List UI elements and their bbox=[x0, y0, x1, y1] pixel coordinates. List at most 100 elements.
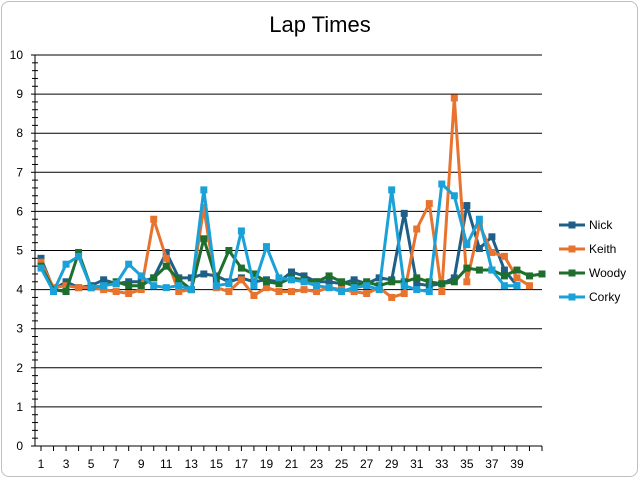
data-point-woody bbox=[275, 280, 283, 288]
y-tick-label: 1 bbox=[16, 400, 23, 414]
data-point-woody bbox=[338, 278, 346, 286]
data-point-corky bbox=[62, 260, 70, 268]
data-point-nick bbox=[413, 280, 421, 288]
data-point-corky bbox=[200, 186, 208, 194]
data-point-keith bbox=[275, 288, 283, 296]
data-point-woody bbox=[538, 270, 546, 278]
x-tick-label: 13 bbox=[185, 457, 199, 471]
data-point-keith bbox=[162, 254, 170, 262]
data-point-keith bbox=[250, 291, 258, 299]
data-point-nick bbox=[100, 276, 108, 284]
data-point-woody bbox=[250, 270, 258, 278]
y-tick-label: 3 bbox=[16, 322, 23, 336]
data-point-corky bbox=[400, 282, 408, 290]
data-point-keith bbox=[300, 286, 308, 294]
data-point-woody bbox=[325, 272, 333, 280]
data-point-corky bbox=[137, 272, 145, 280]
data-point-corky bbox=[413, 286, 421, 294]
legend-swatch-marker bbox=[568, 245, 576, 253]
legend-swatch-marker bbox=[568, 293, 576, 301]
data-point-corky bbox=[212, 282, 220, 290]
data-point-corky bbox=[300, 278, 308, 286]
legend-label: Keith bbox=[589, 242, 616, 256]
data-point-keith bbox=[37, 258, 45, 266]
data-point-woody bbox=[262, 278, 270, 286]
x-tick-label: 39 bbox=[510, 457, 524, 471]
y-tick-label: 5 bbox=[16, 244, 23, 258]
data-point-corky bbox=[438, 180, 446, 188]
x-tick-label: 7 bbox=[113, 457, 120, 471]
data-point-corky bbox=[175, 282, 183, 290]
data-point-nick bbox=[162, 248, 170, 256]
data-point-woody bbox=[313, 278, 321, 286]
data-point-keith bbox=[413, 225, 421, 233]
data-point-keith bbox=[225, 288, 233, 296]
y-tick-label: 9 bbox=[16, 87, 23, 101]
data-point-nick bbox=[463, 202, 471, 210]
data-point-keith bbox=[463, 278, 471, 286]
legend-label: Woody bbox=[589, 266, 626, 280]
y-tick-label: 6 bbox=[16, 204, 23, 218]
data-point-nick bbox=[500, 266, 508, 274]
data-point-nick bbox=[300, 272, 308, 280]
data-point-keith bbox=[100, 286, 108, 294]
y-tick-label: 0 bbox=[16, 439, 23, 453]
x-tick-label: 35 bbox=[460, 457, 474, 471]
x-tick-label: 15 bbox=[210, 457, 224, 471]
x-tick-label: 23 bbox=[310, 457, 324, 471]
data-point-woody bbox=[225, 247, 233, 254]
data-point-keith bbox=[237, 276, 245, 284]
data-point-keith bbox=[262, 284, 270, 292]
data-point-keith bbox=[525, 282, 533, 290]
y-tick-label: 7 bbox=[16, 165, 23, 179]
data-point-corky bbox=[75, 252, 83, 260]
data-point-corky bbox=[162, 284, 170, 292]
data-point-woody bbox=[438, 280, 446, 288]
x-tick-label: 37 bbox=[485, 457, 499, 471]
x-tick-label: 25 bbox=[335, 457, 349, 471]
data-point-corky bbox=[463, 241, 471, 249]
data-point-corky bbox=[475, 215, 483, 223]
data-point-woody bbox=[413, 274, 421, 282]
data-point-keith bbox=[438, 288, 446, 296]
data-point-keith bbox=[388, 293, 396, 301]
data-point-corky bbox=[313, 282, 321, 290]
data-point-woody bbox=[463, 264, 471, 272]
data-point-nick bbox=[200, 270, 208, 278]
data-point-woody bbox=[237, 264, 245, 272]
data-point-keith bbox=[363, 290, 371, 298]
data-point-corky bbox=[500, 282, 508, 290]
data-point-corky bbox=[100, 282, 108, 290]
data-point-corky bbox=[150, 282, 158, 290]
data-point-nick bbox=[325, 278, 333, 286]
data-point-nick bbox=[450, 274, 458, 282]
data-point-keith bbox=[137, 286, 145, 294]
data-point-corky bbox=[375, 286, 383, 294]
data-point-nick bbox=[488, 233, 496, 241]
data-point-woody bbox=[475, 266, 483, 274]
data-point-woody bbox=[363, 278, 371, 286]
data-point-corky bbox=[125, 260, 133, 268]
data-point-corky bbox=[350, 284, 358, 292]
data-point-corky bbox=[325, 284, 333, 292]
data-point-woody bbox=[388, 278, 396, 286]
data-point-woody bbox=[175, 276, 183, 284]
x-tick-label: 19 bbox=[260, 457, 274, 471]
x-tick-label: 1 bbox=[38, 457, 45, 471]
data-point-keith bbox=[150, 215, 158, 223]
data-point-woody bbox=[137, 282, 145, 290]
x-tick-label: 17 bbox=[235, 457, 249, 471]
data-point-keith bbox=[350, 288, 358, 296]
data-point-corky bbox=[87, 284, 95, 292]
data-point-woody bbox=[513, 266, 521, 274]
x-tick-label: 3 bbox=[63, 457, 70, 471]
data-point-woody bbox=[62, 288, 70, 296]
x-tick-label: 9 bbox=[138, 457, 145, 471]
data-point-corky bbox=[488, 266, 496, 274]
y-tick-label: 10 bbox=[10, 48, 24, 62]
data-point-corky bbox=[50, 288, 58, 296]
data-point-corky bbox=[288, 276, 295, 284]
data-point-keith bbox=[313, 288, 321, 296]
